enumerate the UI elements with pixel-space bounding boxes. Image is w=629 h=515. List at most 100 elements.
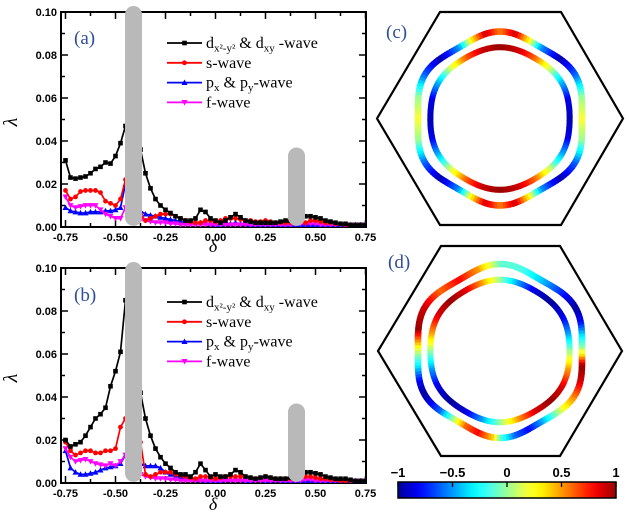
marker-triangle-down bbox=[222, 222, 229, 227]
marker-circle bbox=[182, 60, 187, 66]
marker-square bbox=[148, 186, 153, 191]
marker-triangle-down bbox=[152, 476, 159, 482]
panel-a-lambda-vs-delta-chart: -0.75 -0.50 -0.25 0.00 0.25 0.50 0.75 0.00 0.02 0… bbox=[36, 5, 376, 244]
marker-triangle-down bbox=[152, 220, 159, 226]
colorbar-tick-label: 0 bbox=[503, 465, 510, 480]
x-tick-label: -0.25 bbox=[153, 232, 178, 244]
marker-circle bbox=[213, 476, 218, 482]
marker-circle bbox=[118, 424, 123, 430]
marker-triangle-up bbox=[72, 469, 79, 475]
marker-triangle-down bbox=[62, 194, 69, 200]
marker-triangle-up bbox=[62, 204, 69, 211]
panel-d-fermi-surface-map bbox=[376, 244, 624, 458]
marker-circle bbox=[143, 218, 148, 223]
marker-square bbox=[343, 221, 348, 227]
marker-square bbox=[188, 218, 193, 223]
marker-circle bbox=[193, 476, 198, 482]
marker-triangle-up bbox=[117, 204, 124, 211]
marker-triangle-down bbox=[77, 204, 84, 210]
marker-square bbox=[203, 467, 208, 473]
marker-triangle-down bbox=[102, 211, 109, 218]
marker-circle bbox=[238, 474, 243, 479]
marker-triangle-down bbox=[217, 478, 224, 483]
marker-triangle-down bbox=[112, 216, 119, 222]
marker-triangle-down bbox=[242, 222, 249, 227]
marker-square bbox=[318, 216, 323, 221]
marker-triangle-up bbox=[147, 462, 154, 469]
marker-square bbox=[153, 196, 158, 202]
marker-square bbox=[118, 349, 123, 355]
marker-square bbox=[103, 160, 108, 165]
panel-d-label: (d) bbox=[388, 252, 410, 273]
marker-square bbox=[273, 220, 278, 225]
marker-circle bbox=[78, 189, 83, 194]
marker-circle bbox=[318, 476, 323, 482]
marker-circle bbox=[73, 194, 78, 200]
marker-triangle-down bbox=[207, 478, 214, 483]
panel-b-y-axis-label: λ bbox=[0, 373, 22, 383]
marker-triangle-down bbox=[182, 478, 189, 483]
x-tick-label: -0.75 bbox=[53, 232, 78, 244]
marker-square bbox=[333, 476, 338, 481]
marker-circle bbox=[113, 203, 118, 208]
marker-square bbox=[183, 218, 188, 223]
marker-circle bbox=[163, 469, 168, 475]
marker-triangle-down bbox=[67, 454, 74, 461]
marker-square bbox=[68, 444, 73, 449]
y-tick-label: 0.08 bbox=[36, 50, 57, 62]
panel-c-fermi-surface-map bbox=[375, 10, 625, 227]
marker-circle bbox=[233, 216, 238, 221]
marker-circle bbox=[158, 469, 163, 475]
legend-label: dx²-y² & dxy -wave bbox=[206, 35, 318, 55]
marker-square bbox=[363, 478, 366, 483]
marker-triangle-down bbox=[181, 359, 188, 365]
marker-triangle-down bbox=[157, 220, 164, 226]
marker-circle bbox=[63, 188, 68, 193]
y-tick-label: 0.00 bbox=[36, 222, 57, 234]
panel-b-lambda-vs-delta-chart: -0.75 -0.50 -0.25 0.00 0.25 0.50 0.75 0.00 0.02 0… bbox=[36, 261, 376, 500]
marker-square bbox=[323, 218, 328, 223]
marker-triangle-down bbox=[242, 478, 249, 483]
y-tick-label: 0.04 bbox=[36, 136, 58, 148]
marker-square bbox=[353, 222, 358, 227]
marker-triangle-down bbox=[147, 219, 154, 225]
marker-square bbox=[328, 475, 333, 480]
marker-square bbox=[83, 174, 88, 179]
marker-triangle-down bbox=[317, 222, 324, 227]
colorbar-tick-label: 1 bbox=[612, 465, 619, 480]
marker-square bbox=[278, 476, 283, 481]
marker-triangle-up bbox=[87, 470, 94, 476]
colorbar: −1 −0.5 0 0.5 1 bbox=[391, 465, 620, 499]
marker-triangle-down bbox=[181, 100, 188, 106]
marker-triangle-down bbox=[177, 478, 184, 483]
marker-triangle-down bbox=[72, 459, 79, 465]
marker-triangle-down bbox=[172, 477, 179, 483]
marker-square bbox=[118, 140, 123, 146]
x-tick-label: -0.75 bbox=[53, 488, 78, 500]
marker-circle bbox=[148, 474, 153, 479]
marker-square bbox=[238, 215, 243, 220]
marker-square bbox=[313, 215, 318, 220]
marker-triangle-up bbox=[92, 208, 99, 215]
marker-triangle-down bbox=[227, 222, 234, 227]
marker-square bbox=[203, 209, 208, 215]
marker-square bbox=[338, 221, 343, 227]
marker-square bbox=[303, 213, 308, 219]
marker-circle bbox=[303, 220, 308, 226]
marker-circle bbox=[108, 448, 113, 454]
marker-circle bbox=[98, 190, 103, 196]
shaded-region-bar bbox=[288, 147, 305, 226]
marker-triangle-down bbox=[237, 478, 244, 483]
marker-triangle-down bbox=[187, 478, 194, 483]
marker-triangle-down bbox=[102, 463, 109, 469]
outer-fermi-sheet bbox=[414, 28, 586, 209]
marker-circle bbox=[113, 446, 118, 451]
marker-square bbox=[273, 476, 278, 481]
marker-triangle-down bbox=[107, 461, 114, 467]
marker-square bbox=[253, 220, 258, 225]
marker-triangle-down bbox=[112, 463, 119, 469]
legend-label: px & py-wave bbox=[206, 75, 293, 95]
marker-square bbox=[283, 218, 288, 223]
marker-square bbox=[88, 170, 93, 176]
marker-circle bbox=[308, 474, 313, 479]
